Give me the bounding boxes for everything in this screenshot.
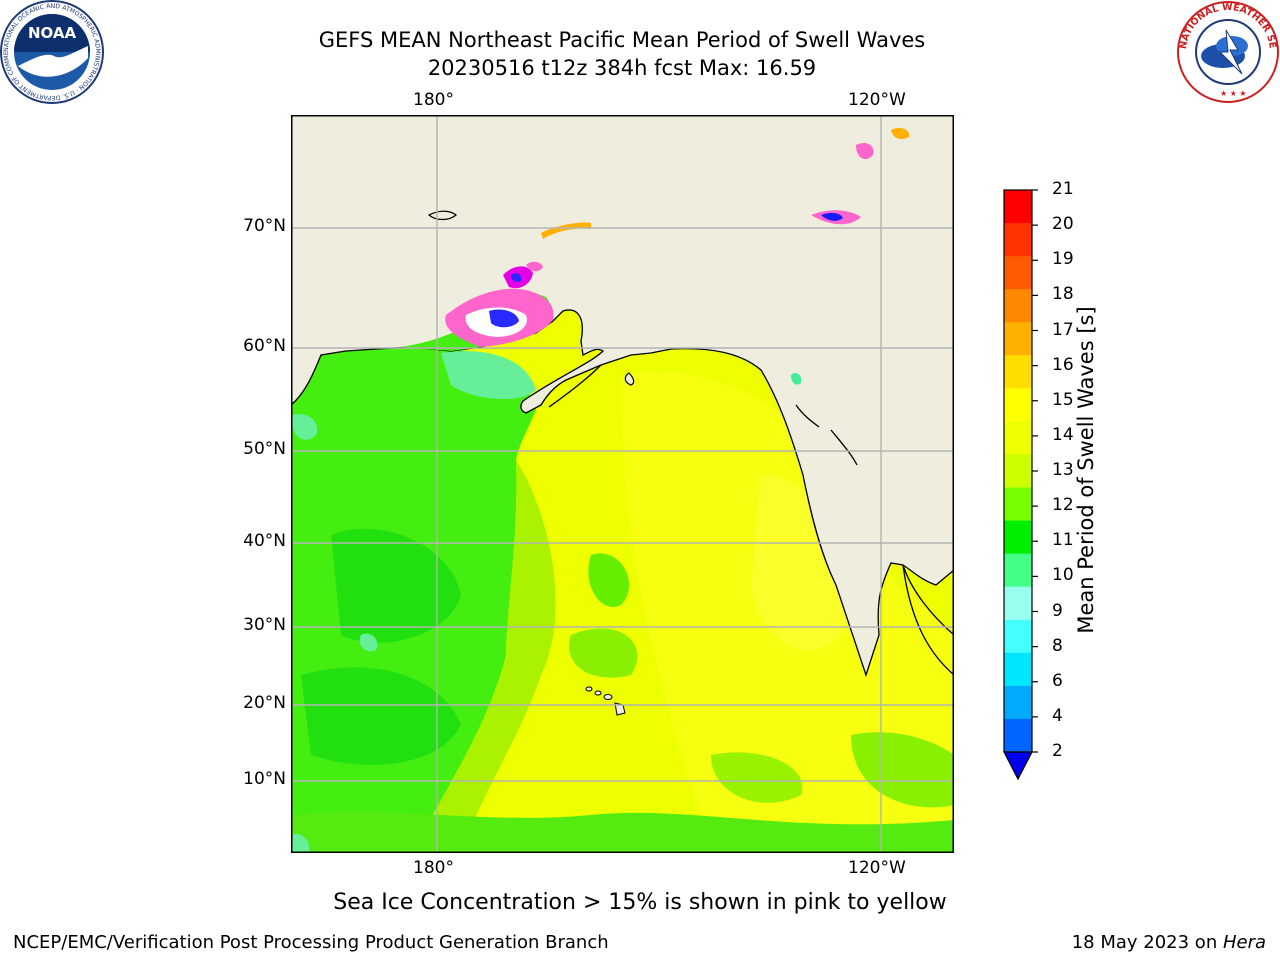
colorbar-bin <box>1004 322 1032 356</box>
colorbar-tick-label: 16 <box>1052 354 1074 375</box>
lat-label-40n: 40°N <box>243 531 286 551</box>
footer-left: NCEP/EMC/Verification Post Processing Pr… <box>13 932 609 953</box>
colorbar-bin <box>1004 421 1032 455</box>
chart-title: GEFS MEAN Northeast Pacific Mean Period … <box>318 28 926 52</box>
colorbar-bin <box>1004 388 1032 422</box>
colorbar-tick-label: 2 <box>1052 741 1063 761</box>
colorbar-tick-labels: 21 20 19 18 17 16 15 14 13 12 11 10 9 8 6 4 2 <box>1052 179 1112 785</box>
colorbar-tick-label: 19 <box>1052 249 1074 270</box>
lat-label-60n: 60°N <box>243 336 286 356</box>
colorbar-bin <box>1004 256 1032 290</box>
colorbar-tick-label: 18 <box>1052 284 1074 305</box>
colorbar-tick-label: 21 <box>1052 179 1074 199</box>
lat-label-50n: 50°N <box>243 439 286 459</box>
colorbar-bin <box>1004 718 1032 753</box>
colorbar-tick-label: 4 <box>1052 705 1063 726</box>
footer-date: 18 May 2023 on <box>1071 932 1223 953</box>
colorbar-bin <box>1004 289 1032 323</box>
colorbar <box>1003 189 1038 781</box>
colorbar-tick-label: 15 <box>1052 389 1074 410</box>
footer-host: Hera <box>1222 932 1266 953</box>
colorbar-bin <box>1004 586 1032 621</box>
colorbar-bin <box>1004 355 1032 389</box>
noaa-logo: NATIONAL OCEANIC AND ATMOSPHERIC ADMINIS… <box>0 0 104 104</box>
colorbar-tick-label: 12 <box>1052 495 1074 516</box>
colorbar-tick-label: 9 <box>1052 600 1063 621</box>
colorbar-bin <box>1004 520 1032 555</box>
lat-label-10n: 10°N <box>243 769 286 789</box>
lat-label-30n: 30°N <box>243 615 286 635</box>
graticule <box>291 115 954 853</box>
colorbar-bin <box>1004 652 1032 687</box>
chart-subtitle: 20230516 t12z 384h fcst Max: 16.59 <box>427 56 817 80</box>
colorbar-bin <box>1004 223 1032 257</box>
colorbar-tick-label: 20 <box>1052 214 1074 235</box>
svg-text:★ ★ ★: ★ ★ ★ <box>1220 89 1247 98</box>
lon-label-bottom-120w: 120°W <box>848 858 906 878</box>
land-mass <box>291 115 954 678</box>
colorbar-tick-label: 10 <box>1052 565 1074 586</box>
footer-right: 18 May 2023 on Hera <box>1072 932 1266 953</box>
lon-label-top-180: 180° <box>413 90 454 110</box>
map-panel <box>291 115 954 853</box>
map-frame <box>291 115 954 853</box>
colorbar-bin <box>1004 487 1032 522</box>
colorbar-bin <box>1004 685 1032 720</box>
colorbar-tick-label: 13 <box>1052 460 1074 480</box>
colorbar-bin <box>1004 619 1032 654</box>
lat-label-70n: 70°N <box>243 216 286 236</box>
noaa-wordmark: NOAA <box>28 24 77 42</box>
colorbar-tick-label: 17 <box>1052 319 1074 340</box>
lon-label-top-120w: 120°W <box>848 90 906 110</box>
lon-label-bottom-180: 180° <box>413 858 454 878</box>
colorbar-tick-label: 14 <box>1052 424 1074 445</box>
colorbar-extend-arrow <box>1003 751 1033 781</box>
colorbar-bin <box>1004 553 1032 588</box>
colorbar-tick-label: 11 <box>1052 530 1074 551</box>
colorbar-label: Mean Period of Swell Waves [s] <box>1074 306 1098 634</box>
sea-ice-caption: Sea Ice Concentration > 15% is shown in … <box>333 890 947 915</box>
hawaii-islands <box>585 686 626 716</box>
nws-logo: NATIONAL WEATHER SERVICE ★ ★ ★ <box>1176 0 1279 103</box>
colorbar-tick-label: 8 <box>1052 635 1063 656</box>
colorbar-bin <box>1004 454 1032 489</box>
lat-label-20n: 20°N <box>243 693 286 713</box>
colorbar-bin <box>1004 190 1032 224</box>
colorbar-tick-label: 6 <box>1052 670 1063 691</box>
